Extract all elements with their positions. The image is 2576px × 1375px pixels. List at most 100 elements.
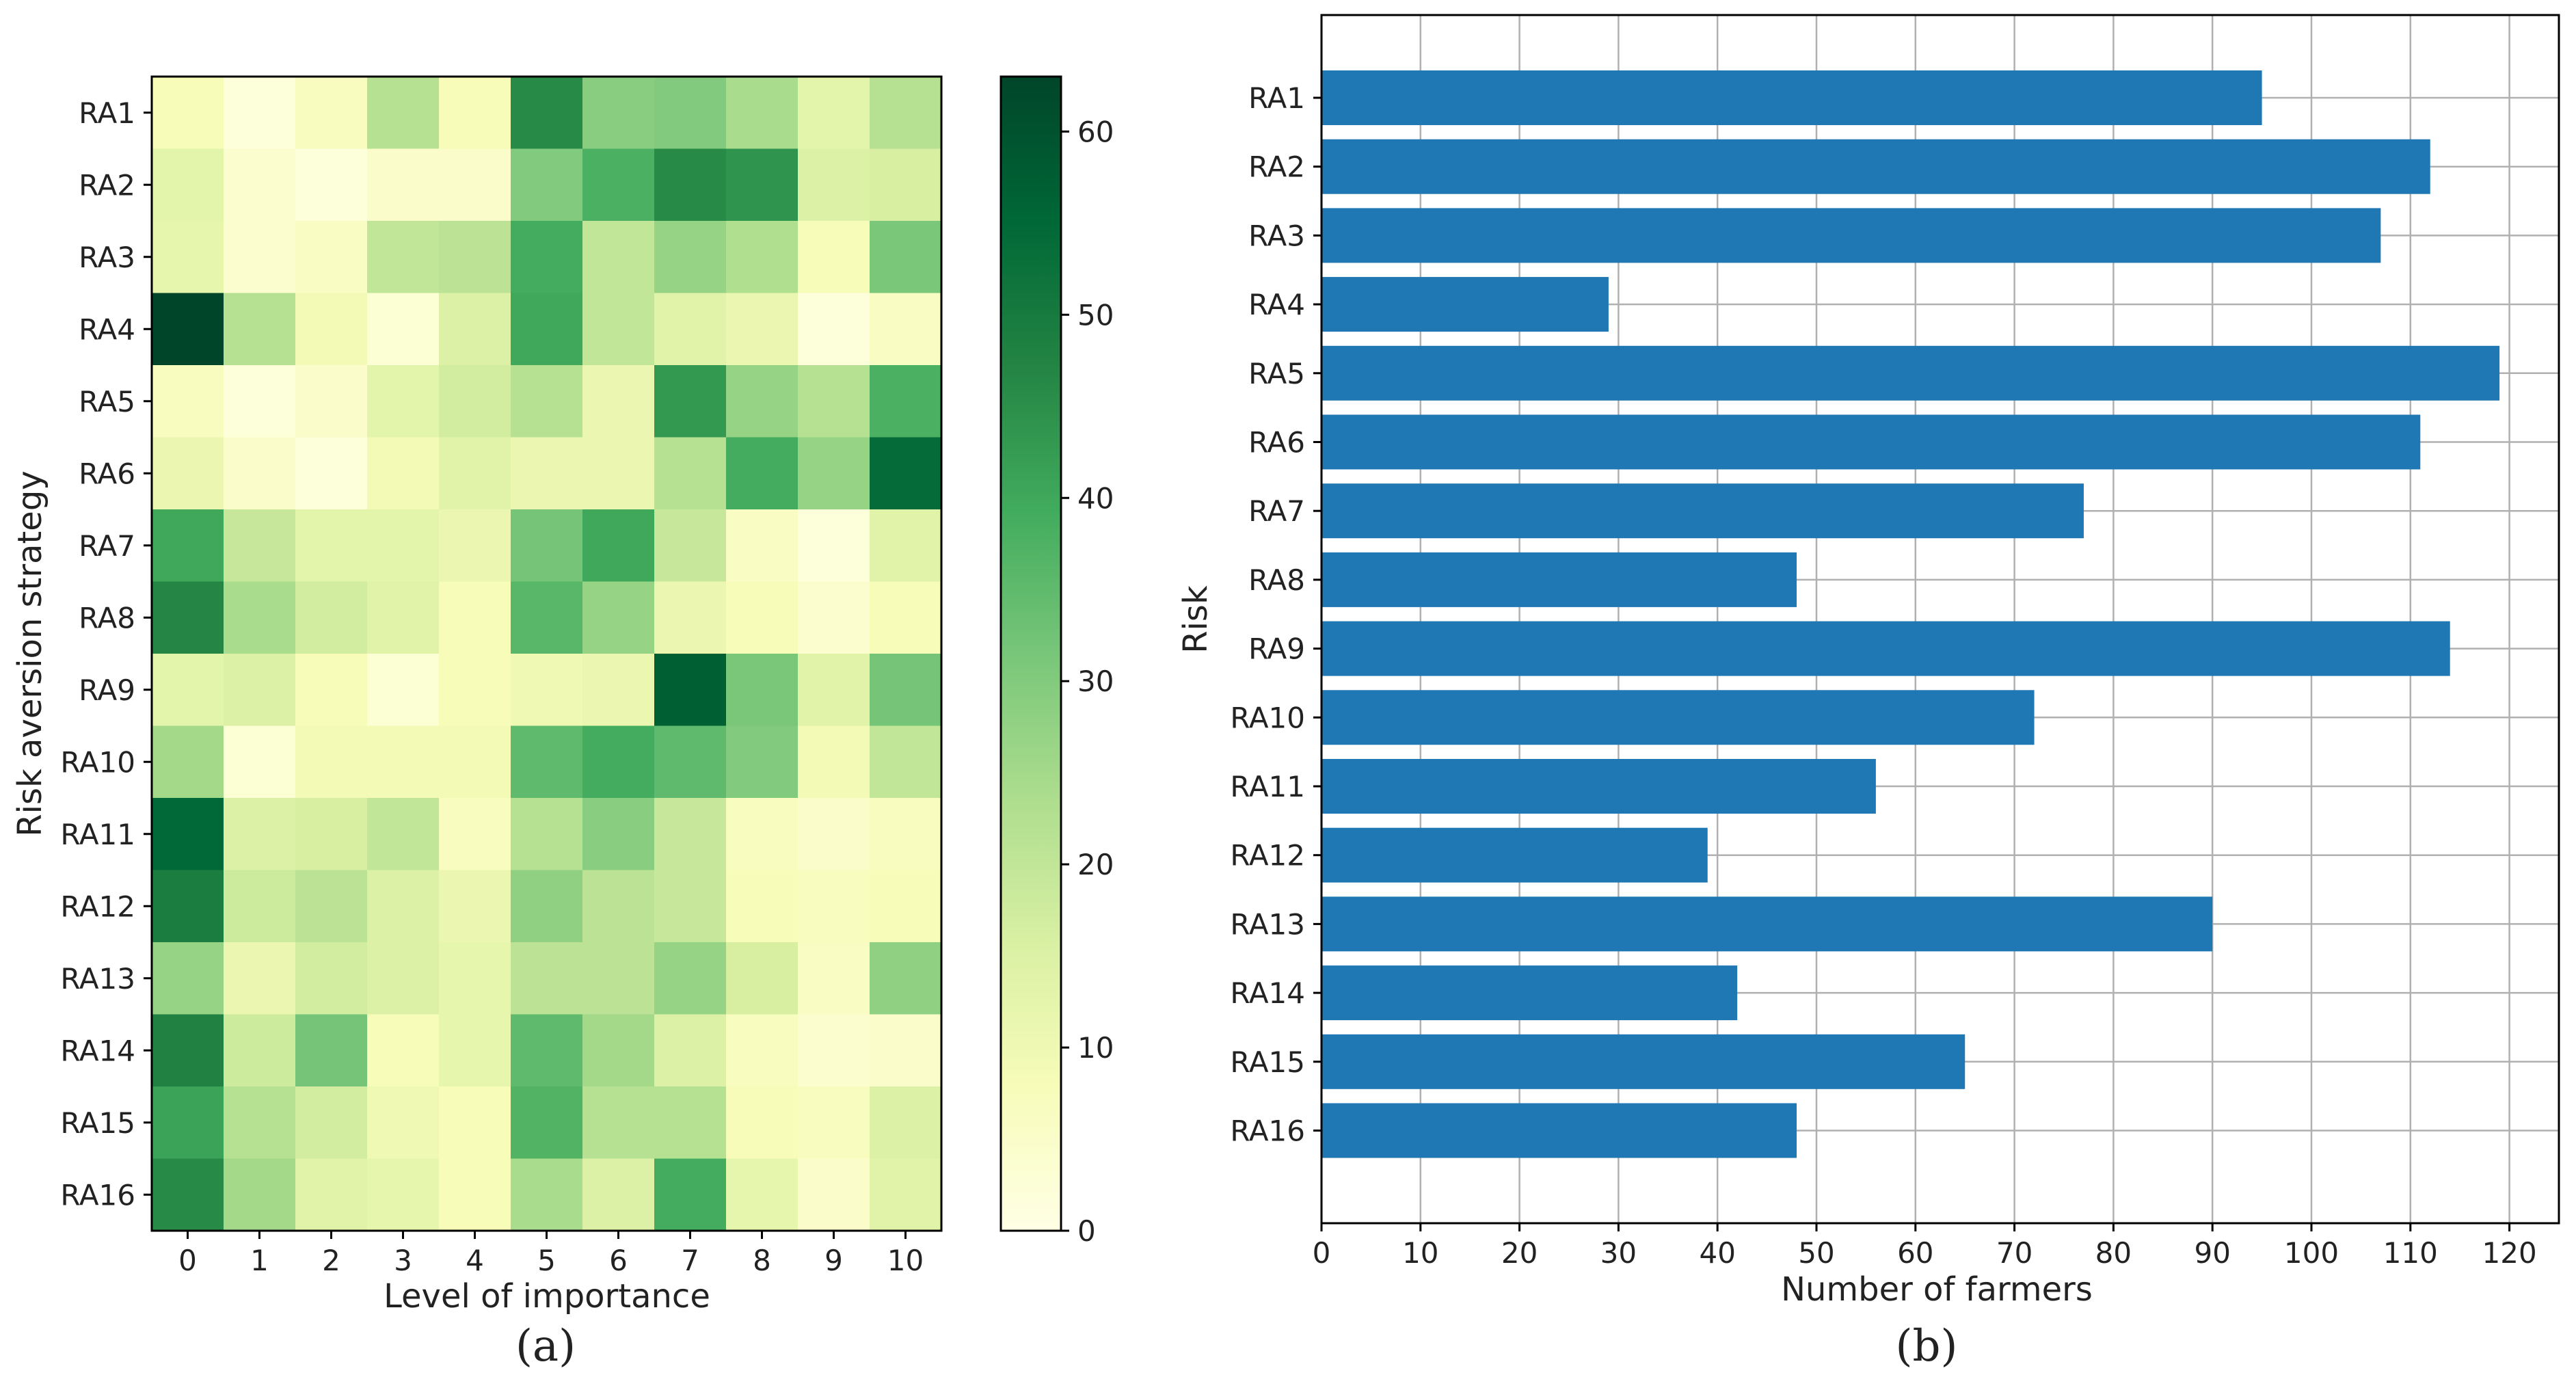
heatmap-y-tick-label: RA3: [79, 241, 135, 274]
heatmap-cell: [798, 509, 870, 583]
heatmap-cell: [654, 1086, 727, 1160]
heatmap-cell: [224, 654, 296, 727]
heatmap-cell: [152, 509, 224, 583]
heatmap-cell: [439, 148, 511, 222]
heatmap-cell: [295, 221, 368, 294]
heatmap-cell: [439, 654, 511, 727]
heatmap-cell: [152, 1086, 224, 1160]
heatmap-cell: [224, 870, 296, 943]
heatmap-x-tick-label: 9: [824, 1244, 843, 1277]
heatmap-cell: [367, 365, 440, 438]
heatmap-cell: [798, 1086, 870, 1160]
heatmap-cell: [439, 581, 511, 654]
heatmap-cell: [582, 221, 655, 294]
heatmap-cell: [439, 221, 511, 294]
bar-chart-x-tick-label: 30: [1600, 1236, 1637, 1270]
bar-chart-y-tick-label: RA13: [1230, 907, 1305, 941]
heatmap-cell: [295, 509, 368, 583]
heatmap-cell: [152, 1014, 224, 1087]
bar-chart-y-tick-label: RA15: [1230, 1045, 1305, 1079]
heatmap-cell: [582, 1014, 655, 1087]
heatmap-cell: [582, 798, 655, 871]
colorbar-tick-label: 60: [1077, 115, 1114, 148]
bar-chart-y-tick-label: RA14: [1230, 976, 1305, 1010]
heatmap-cell: [798, 942, 870, 1015]
heatmap-cell: [152, 798, 224, 871]
heatmap-y-tick-label: RA6: [79, 457, 135, 490]
bar-chart-y-tick-label: RA10: [1230, 701, 1305, 734]
heatmap-cell: [511, 509, 583, 583]
bar-chart-y-tick-label: RA9: [1248, 632, 1305, 666]
heatmap-cell: [654, 77, 727, 150]
heatmap-cell: [367, 437, 440, 510]
heatmap-cell: [439, 1014, 511, 1087]
heatmap-cell: [295, 870, 368, 943]
heatmap-cell: [798, 1158, 870, 1231]
heatmap-cell: [439, 870, 511, 943]
heatmap-cell: [152, 221, 224, 294]
heatmap-cell: [224, 1086, 296, 1160]
heatmap-cell: [511, 798, 583, 871]
bar: [1321, 414, 2421, 470]
heatmap-cell: [582, 437, 655, 510]
heatmap-cell: [726, 798, 799, 871]
bar-chart-y-axis-label: Risk: [1177, 585, 1215, 654]
heatmap-cell: [367, 293, 440, 366]
heatmap-cell: [295, 437, 368, 510]
heatmap-cell: [582, 77, 655, 150]
bar-chart-x-tick-label: 90: [2194, 1236, 2230, 1270]
bar-chart-x-tick-label: 20: [1501, 1236, 1538, 1270]
bar-chart-y-tick-label: RA16: [1230, 1114, 1305, 1148]
heatmap-cell: [152, 437, 224, 510]
heatmap-cell: [439, 725, 511, 799]
heatmap-cell: [654, 942, 727, 1015]
heatmap-cell: [295, 798, 368, 871]
heatmap-cell: [224, 148, 296, 222]
colorbar-tick-label: 10: [1077, 1031, 1114, 1065]
bar: [1321, 277, 1609, 332]
bar-chart-y-tick-label: RA5: [1248, 357, 1305, 390]
heatmap-x-tick-label: 3: [394, 1244, 412, 1277]
heatmap-cell: [726, 1014, 799, 1087]
heatmap-x-ticks: 0 1 2 3 4 5 6 7 8 9 10: [178, 1231, 924, 1277]
heatmap-cell: [152, 942, 224, 1015]
bar: [1321, 896, 2213, 952]
heatmap-cell: [654, 1014, 727, 1087]
heatmap-cell: [654, 725, 727, 799]
heatmap-cell: [295, 365, 368, 438]
heatmap-cell: [367, 581, 440, 654]
heatmap-cell: [152, 870, 224, 943]
heatmap-cell: [654, 148, 727, 222]
heatmap-cell: [295, 581, 368, 654]
heatmap-cell: [870, 437, 942, 510]
heatmap-cell: [152, 1158, 224, 1231]
colorbar-tick-label: 30: [1077, 665, 1114, 698]
heatmap-cell: [367, 654, 440, 727]
heatmap-cell: [798, 148, 870, 222]
heatmap-cell: [439, 1086, 511, 1160]
heatmap-cell: [367, 509, 440, 583]
heatmap-cell: [439, 942, 511, 1015]
heatmap-cell: [511, 1158, 583, 1231]
heatmap-cell: [582, 365, 655, 438]
heatmap-cell: [295, 942, 368, 1015]
heatmap-cell: [367, 1158, 440, 1231]
bar: [1321, 552, 1797, 607]
heatmap-cell: [224, 798, 296, 871]
heatmap-cell: [726, 942, 799, 1015]
heatmap-cell: [295, 1086, 368, 1160]
bar-chart: 0 10 20 30 40 50 60 70 80 90 100 110 120 RA1RA2RA3RA…: [1177, 14, 2560, 1372]
heatmap-cell: [224, 581, 296, 654]
heatmap-y-tick-label: RA9: [79, 673, 135, 707]
bar-chart-frame: [1320, 14, 2560, 1225]
heatmap-y-tick-label: RA10: [60, 745, 135, 779]
heatmap-cell: [511, 293, 583, 366]
heatmap-cell: [726, 293, 799, 366]
heatmap-cell: [798, 365, 870, 438]
heatmap-cell: [224, 1158, 296, 1231]
panel-a-label: (a): [515, 1321, 576, 1372]
heatmap-cell: [798, 654, 870, 727]
heatmap-cell: [582, 509, 655, 583]
heatmap-cell: [870, 148, 942, 222]
heatmap-cell: [511, 1086, 583, 1160]
